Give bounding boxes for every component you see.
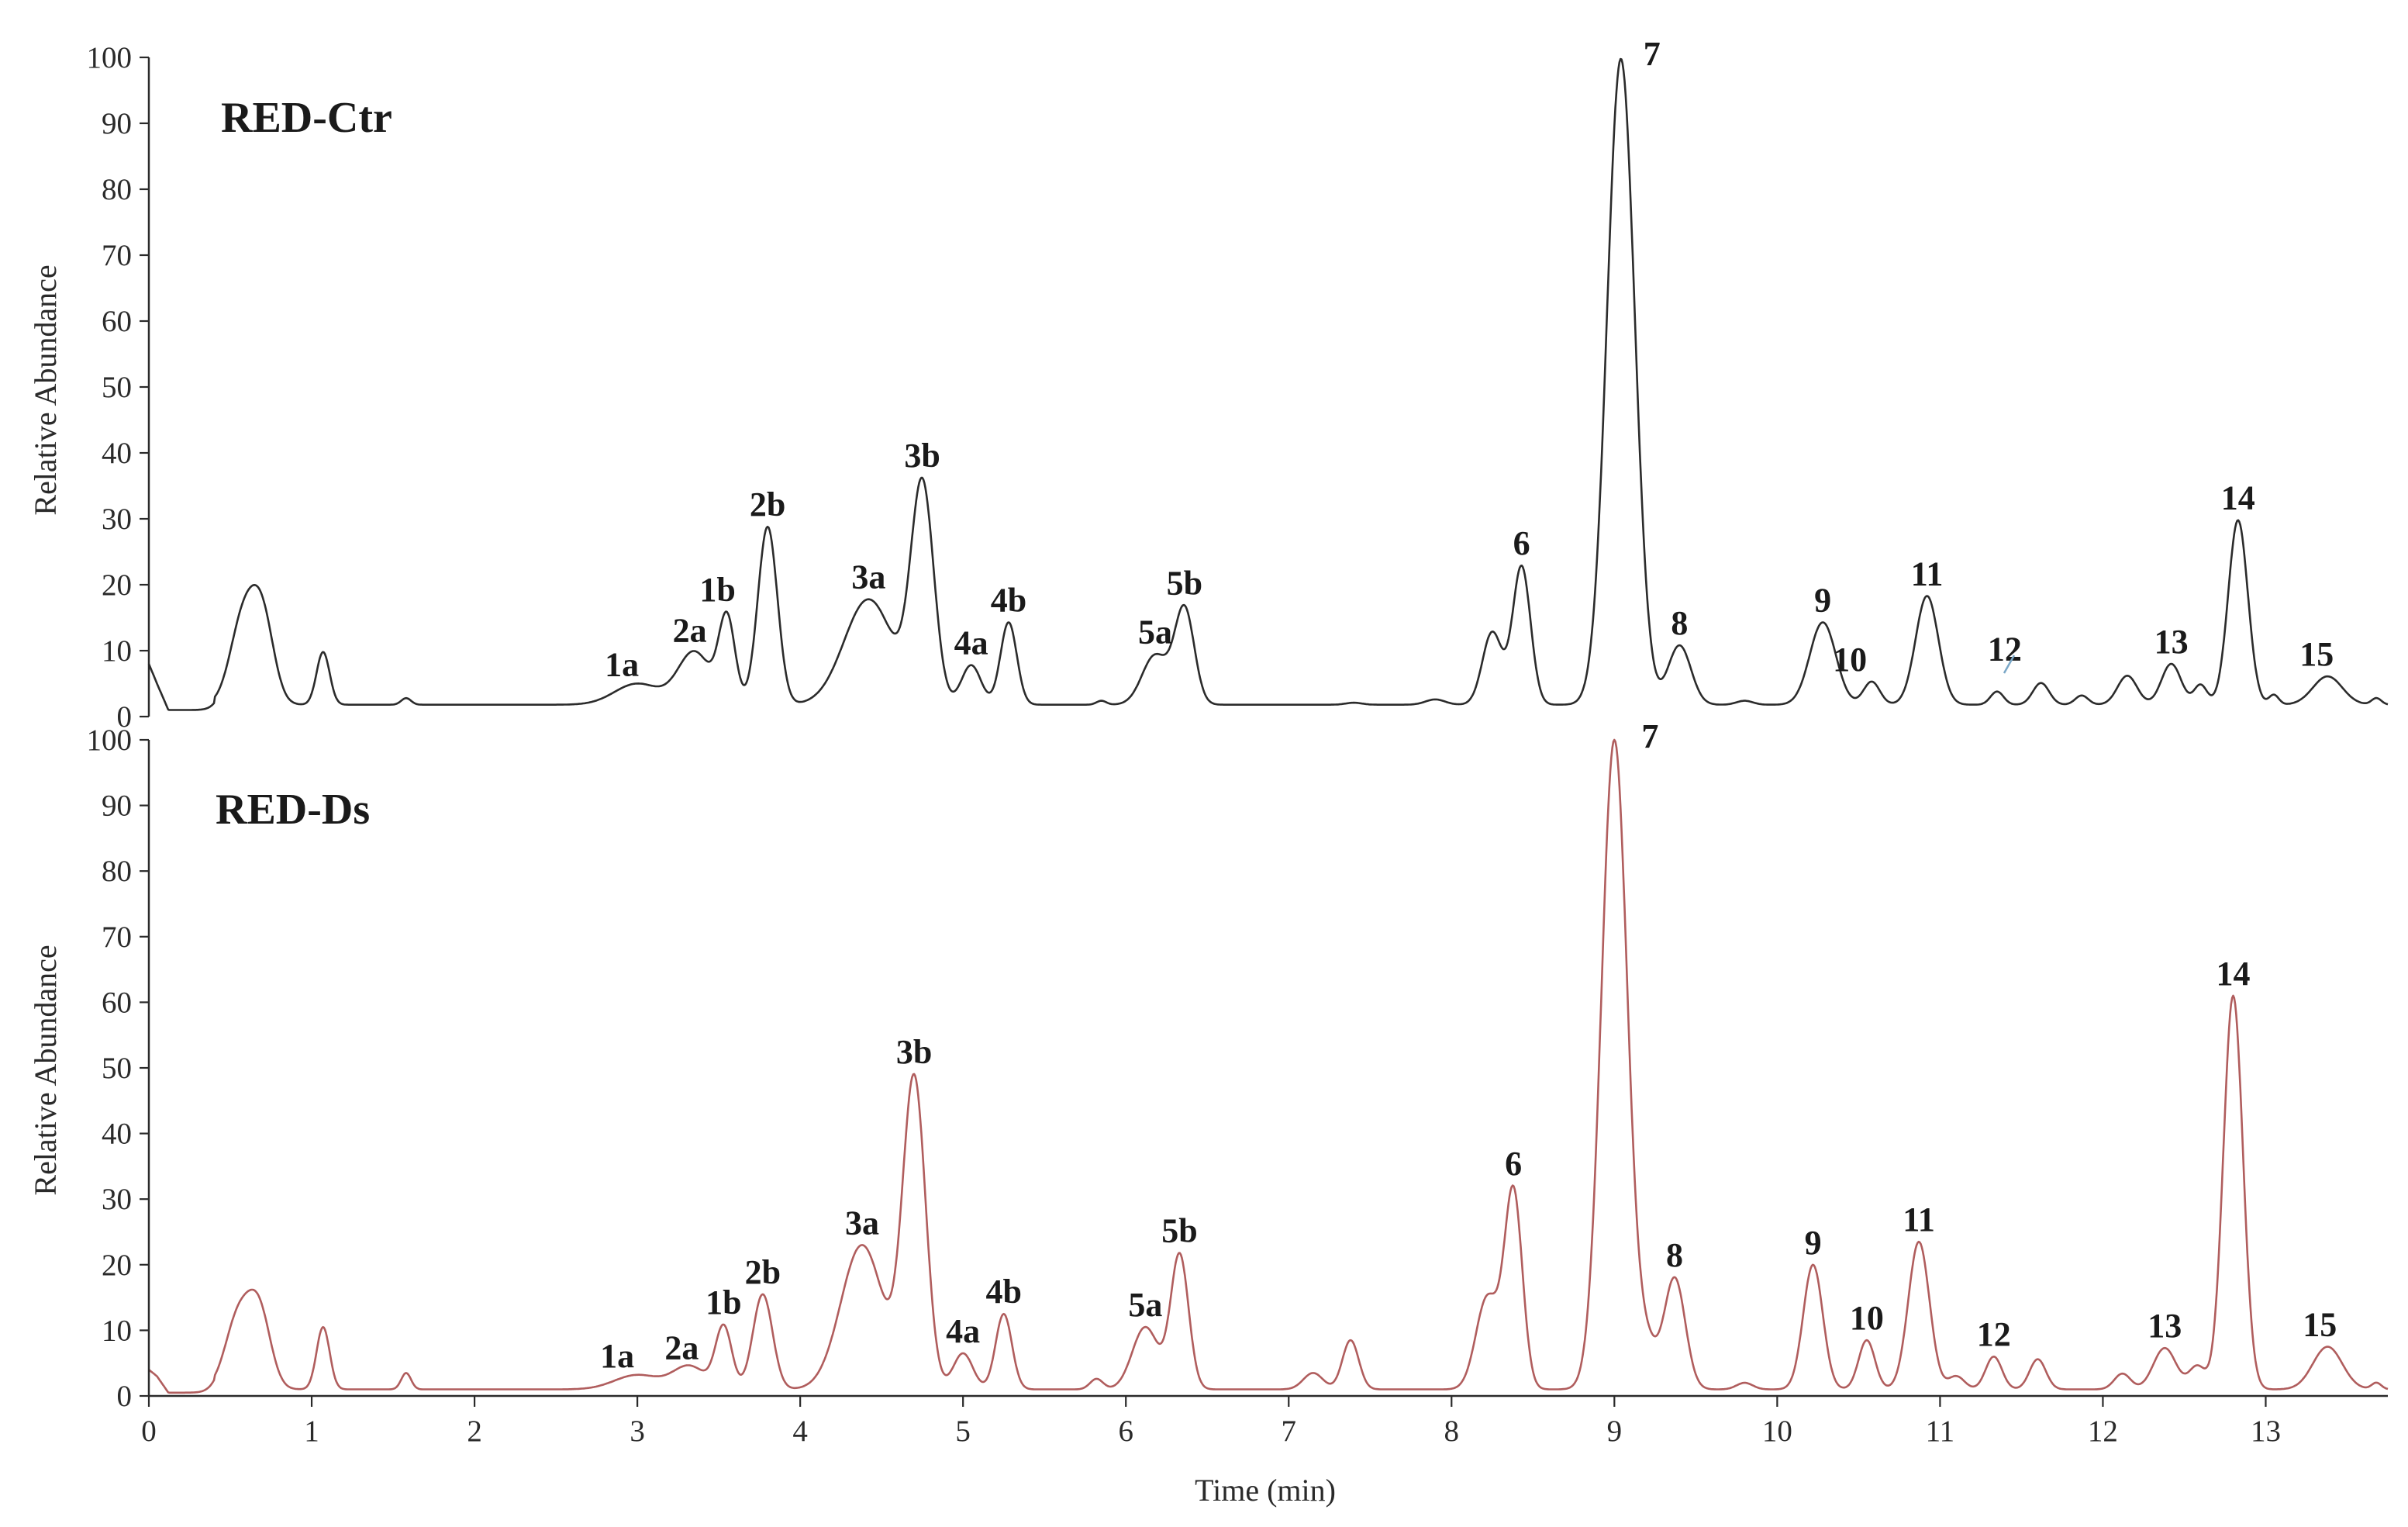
y-ticks-bottom: 0 10 20 30 40 50 60 70 80 90 100: [87, 724, 149, 1413]
x-tick-label: 4: [792, 1415, 808, 1448]
peak-label: 4a: [946, 1312, 980, 1350]
peak-label: 7: [1641, 717, 1658, 755]
peak-label: 3b: [896, 1033, 932, 1071]
peak-label: 10: [1833, 641, 1867, 679]
y-tick-label: 40: [102, 1118, 132, 1151]
y-tick-label: 80: [102, 173, 132, 206]
x-tick-label: 9: [1607, 1415, 1623, 1448]
chromatogram-trace: [147, 57, 2389, 711]
x-tick-label: 1: [304, 1415, 319, 1448]
peak-label: 13: [2148, 1307, 2182, 1345]
peak-label: 1a: [600, 1337, 634, 1375]
y-axis-title-top: Relative Abundance: [28, 264, 63, 515]
y-tick-label: 50: [102, 1052, 132, 1085]
peak-label: 2a: [673, 611, 707, 649]
trace-red-ds: [148, 738, 2389, 1394]
peak-label: 5b: [1161, 1212, 1197, 1250]
y-tick-label: 90: [102, 107, 132, 140]
y-axis-title-bottom: Relative Abundance: [28, 945, 63, 1195]
peak-label: 1b: [699, 571, 735, 609]
y-tick-label: 60: [102, 305, 132, 338]
peak-12-leader-line: [2003, 655, 2016, 674]
y-tick-label: 10: [102, 1314, 132, 1347]
peak-label: 1a: [605, 645, 639, 683]
y-ticks-top: 0 10 20 30 40 50 60 70 80 90 100: [87, 41, 149, 734]
y-tick-label: 100: [87, 41, 133, 74]
panel-title-red-ds: RED-Ds: [216, 786, 370, 834]
peak-label: 6: [1513, 524, 1530, 562]
peak-label: 5b: [1167, 564, 1202, 602]
x-tick-label: 2: [467, 1415, 482, 1448]
x-tick-label: 12: [2088, 1415, 2118, 1448]
x-ticks: 0 1 2 3 4 5 6 7 8 9 10 11 12 13: [141, 1396, 2281, 1448]
peak-label: 8: [1671, 604, 1688, 642]
peak-label: 3a: [845, 1204, 879, 1242]
peak-label: 3a: [851, 558, 885, 596]
x-tick-label: 11: [1926, 1415, 1955, 1448]
peak-label: 8: [1666, 1236, 1683, 1274]
x-tick-label: 7: [1282, 1415, 1297, 1448]
y-tick-label: 70: [102, 921, 132, 954]
peak-label: 12: [1988, 630, 2022, 668]
peak-label: 10: [1850, 1299, 1884, 1337]
y-tick-label: 20: [102, 1249, 132, 1282]
peak-label: 14: [2221, 479, 2255, 517]
y-tick-label: 10: [102, 634, 132, 668]
x-tick-label: 6: [1118, 1415, 1133, 1448]
trace-red-ctr: [147, 57, 2389, 711]
y-tick-label: 30: [102, 503, 132, 536]
panel-red-ctr: Relative Abundance RED-Ctr 0102030405060…: [28, 35, 2389, 734]
x-axis-title: Time (min): [1195, 1473, 1336, 1508]
peak-label: 9: [1814, 581, 1831, 619]
peak-label: 2b: [745, 1253, 781, 1291]
x-tick-label: 3: [630, 1415, 645, 1448]
peak-label: 15: [2303, 1306, 2337, 1344]
peak-label: 1b: [705, 1283, 741, 1321]
y-tick-label: 30: [102, 1183, 132, 1216]
peak-label: 2a: [664, 1329, 699, 1367]
y-tick-label: 0: [117, 700, 133, 734]
y-tick-label: 100: [87, 724, 133, 757]
x-tick-label: 8: [1444, 1415, 1460, 1448]
peak-label: 2b: [750, 485, 785, 523]
y-tick-label: 0: [117, 1380, 133, 1413]
y-tick-label: 40: [102, 437, 132, 470]
peak-label: 11: [1911, 554, 1944, 592]
peak-label: 14: [2216, 955, 2250, 993]
peak-label: 3b: [904, 437, 940, 475]
peak-label: 5a: [1128, 1286, 1162, 1324]
peak-label: 15: [2299, 635, 2334, 673]
chromatogram-trace: [148, 738, 2389, 1394]
peak-label: 12: [1977, 1315, 2011, 1353]
peak-label: 6: [1505, 1145, 1522, 1183]
peak-label: 11: [1903, 1201, 1935, 1239]
x-tick-label: 13: [2251, 1415, 2281, 1448]
peak-label: 4b: [991, 581, 1026, 619]
y-tick-label: 60: [102, 986, 132, 1019]
peak-label: 4a: [954, 624, 988, 662]
x-tick-label: 5: [955, 1415, 971, 1448]
peak-label: 5a: [1138, 613, 1172, 651]
x-tick-label: 0: [141, 1415, 157, 1448]
y-tick-label: 50: [102, 371, 132, 404]
peak-label: 9: [1805, 1224, 1822, 1262]
x-tick-label: 10: [1762, 1415, 1792, 1448]
peak-label: 7: [1644, 35, 1661, 73]
peak-label: 13: [2154, 623, 2189, 661]
y-tick-label: 20: [102, 568, 132, 602]
y-tick-label: 70: [102, 239, 132, 272]
y-tick-label: 90: [102, 789, 132, 823]
panel-title-red-ctr: RED-Ctr: [221, 94, 392, 142]
panel-red-ds: Relative Abundance RED-Ds 01020304050607…: [28, 717, 2389, 1508]
y-tick-label: 80: [102, 855, 132, 888]
peak-label: 4b: [985, 1273, 1021, 1311]
